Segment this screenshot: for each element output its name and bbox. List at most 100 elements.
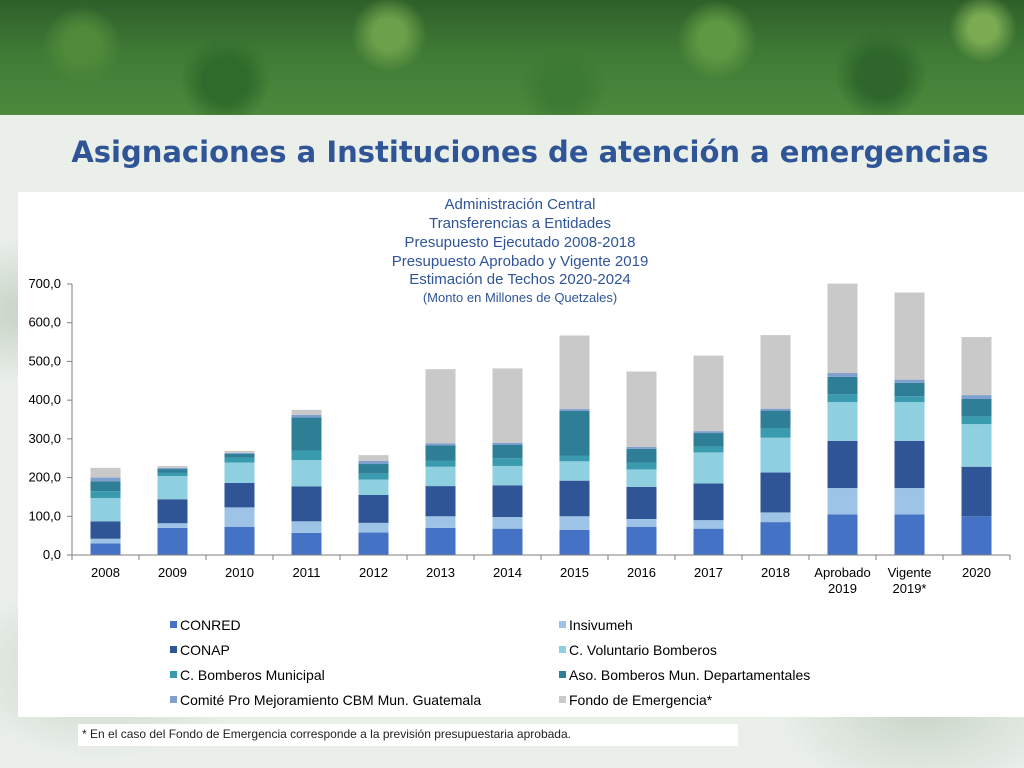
bar-segment xyxy=(559,516,590,530)
bar-segment xyxy=(693,528,724,555)
y-tick-label: 400,0 xyxy=(28,392,61,407)
y-tick-label: 200,0 xyxy=(28,470,61,485)
bar-segment xyxy=(626,486,657,519)
bar-segment xyxy=(90,521,121,539)
bar-segment xyxy=(157,469,188,473)
x-tick-label: 2019 xyxy=(828,581,857,596)
bar-segment xyxy=(425,486,456,517)
y-tick-label: 700,0 xyxy=(28,276,61,291)
bar-segment xyxy=(961,395,992,399)
x-tick-label: 2016 xyxy=(627,565,656,580)
bar-segment xyxy=(827,394,858,403)
bar-segment xyxy=(559,529,590,555)
legend-swatch xyxy=(170,671,177,678)
bar-segment xyxy=(693,431,724,434)
x-tick-label: 2019* xyxy=(893,581,927,596)
legend-label: C. Voluntario Bomberos xyxy=(569,642,717,658)
legend-label: Insivumeh xyxy=(569,617,633,633)
x-tick-label: 2011 xyxy=(293,565,321,580)
legend-label: C. Bomberos Municipal xyxy=(180,667,325,683)
legend-swatch xyxy=(170,646,177,653)
chart-title-line: (Monto en Millones de Quetzales) xyxy=(423,290,617,305)
bar-segment xyxy=(425,369,456,444)
bar-segment xyxy=(760,408,791,411)
y-tick-label: 500,0 xyxy=(28,353,61,368)
bar-segment xyxy=(492,465,523,486)
bar-segment xyxy=(224,507,255,527)
bar-segment xyxy=(894,514,925,555)
bar-segment xyxy=(224,450,255,453)
bar-segment xyxy=(559,335,590,410)
chart-title-line: Presupuesto Aprobado y Vigente 2019 xyxy=(392,253,649,270)
bar-segment xyxy=(961,416,992,425)
x-tick-label: 2014 xyxy=(493,565,522,580)
bar-segment xyxy=(291,521,322,533)
legend-label: CONRED xyxy=(180,617,241,633)
bar-segment xyxy=(559,455,590,462)
bar-segment xyxy=(90,491,121,499)
bar-segment xyxy=(961,466,992,517)
bar-segment xyxy=(291,409,322,415)
bar-segment xyxy=(492,442,523,445)
bar-segment xyxy=(90,498,121,522)
bar-segment xyxy=(425,443,456,446)
legend-swatch xyxy=(559,696,566,703)
bar-segment xyxy=(894,396,925,403)
bar-segment xyxy=(961,516,992,555)
bar-segment xyxy=(827,514,858,555)
bar-segment xyxy=(358,532,389,555)
bar-segment xyxy=(157,472,188,477)
y-tick-label: 300,0 xyxy=(28,431,61,446)
bar-segment xyxy=(90,481,121,492)
footnote: * En el caso del Fondo de Emergencia cor… xyxy=(78,724,738,746)
bar-segment xyxy=(760,428,791,438)
x-tick-label: Vigente xyxy=(888,565,932,580)
chart-title-line: Presupuesto Ejecutado 2008-2018 xyxy=(404,234,635,251)
bar-segment xyxy=(827,283,858,374)
x-tick-label: 2012 xyxy=(359,565,388,580)
bar-segment xyxy=(760,472,791,513)
bar-segment xyxy=(90,477,121,482)
bar-segment xyxy=(827,488,858,515)
legend-swatch xyxy=(559,621,566,628)
bar-segment xyxy=(827,373,858,377)
x-tick-label: Aprobado xyxy=(814,565,870,580)
bar-segment xyxy=(961,337,992,396)
bar-segment xyxy=(760,512,791,523)
bar-segment xyxy=(827,440,858,489)
bar-segment xyxy=(626,446,657,449)
legend-swatch xyxy=(170,696,177,703)
y-tick-label: 100,0 xyxy=(28,508,61,523)
bar-segment xyxy=(760,410,791,429)
x-tick-label: 2017 xyxy=(694,565,723,580)
bar-series xyxy=(90,283,992,555)
bar-segment xyxy=(425,460,456,467)
chart-title-line: Estimación de Techos 2020-2024 xyxy=(409,271,631,288)
bar-segment xyxy=(291,460,322,487)
bar-segment xyxy=(894,379,925,383)
bar-segment xyxy=(492,485,523,518)
bar-segment xyxy=(693,446,724,453)
chart-title: Administración Central Transferencias a E… xyxy=(392,196,649,305)
chart-title-line: Administración Central xyxy=(445,196,596,213)
x-tick-label: 2015 xyxy=(560,565,589,580)
slide-title: Asignaciones a Instituciones de atención… xyxy=(71,135,989,169)
y-axis: 0,0 100,0 200,0 300,0 400,0 500,0 600,0 700,0 xyxy=(28,276,73,562)
bar-segment xyxy=(291,486,322,522)
bar-segment xyxy=(358,473,389,480)
bar-segment xyxy=(157,465,188,468)
bar-segment xyxy=(559,409,590,411)
bar-segment xyxy=(425,466,456,487)
bar-segment xyxy=(492,458,523,466)
bar-segment xyxy=(358,479,389,495)
bar-segment xyxy=(291,417,322,451)
x-tick-label: 2020 xyxy=(962,565,991,580)
legend-label: Comité Pro Mejoramiento CBM Mun. Guatema… xyxy=(180,692,481,708)
bar-segment xyxy=(492,528,523,555)
bar-segment xyxy=(626,448,657,463)
bar-segment xyxy=(291,414,322,418)
bar-segment xyxy=(626,518,657,527)
bar-segment xyxy=(157,499,188,524)
y-tick-label: 600,0 xyxy=(28,315,61,330)
